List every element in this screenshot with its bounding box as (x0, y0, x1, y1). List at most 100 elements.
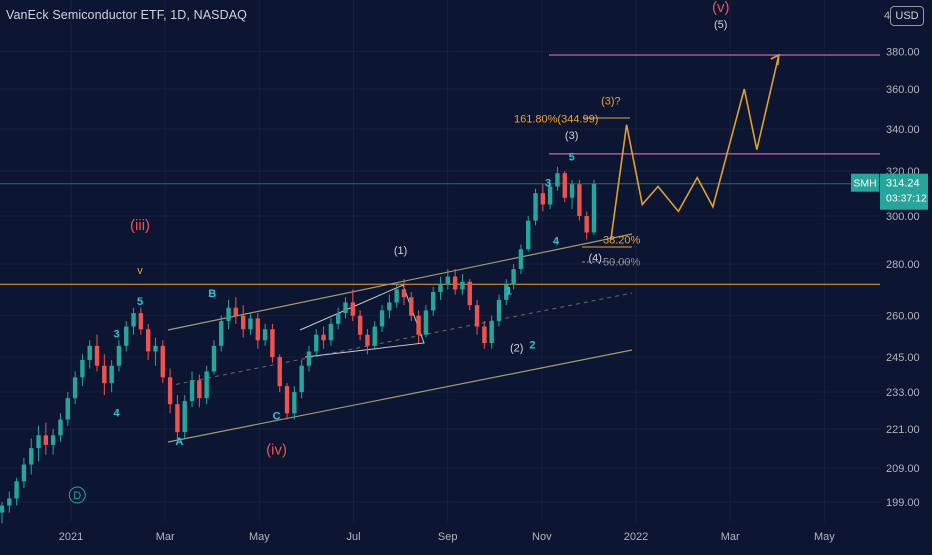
candle[interactable] (452, 269, 458, 295)
candle[interactable] (438, 276, 443, 300)
fib-label: 161.80%(344.99) (514, 114, 598, 126)
candle[interactable] (94, 334, 100, 372)
candle[interactable] (197, 374, 202, 408)
channel-lower-line[interactable] (167, 349, 633, 443)
candle[interactable] (431, 286, 436, 316)
candle[interactable] (569, 179, 575, 210)
candle[interactable] (189, 371, 195, 408)
wave-label: (5) (714, 19, 727, 31)
candle[interactable] (145, 323, 151, 360)
candle[interactable] (379, 305, 385, 332)
candle[interactable] (562, 171, 567, 203)
candle[interactable] (321, 326, 326, 349)
candle-body (50, 435, 56, 445)
candle[interactable] (489, 315, 494, 349)
channel-mid-line[interactable] (167, 292, 633, 387)
candle[interactable] (7, 491, 12, 513)
candle[interactable] (365, 329, 370, 355)
candle[interactable] (50, 428, 56, 455)
candle[interactable] (270, 323, 275, 363)
candle[interactable] (102, 354, 107, 396)
candle[interactable] (233, 297, 239, 324)
candle[interactable] (21, 457, 27, 489)
currency-button[interactable]: USD (890, 6, 924, 26)
candle[interactable] (445, 269, 451, 290)
candle[interactable] (131, 307, 136, 335)
candle[interactable] (372, 321, 377, 349)
candle[interactable] (240, 305, 246, 338)
candle[interactable] (416, 310, 421, 344)
candle[interactable] (0, 502, 5, 524)
candle[interactable] (204, 365, 209, 405)
candle[interactable] (401, 279, 407, 306)
candle[interactable] (335, 307, 341, 330)
candle[interactable] (292, 386, 297, 420)
candle[interactable] (314, 329, 319, 358)
candle[interactable] (423, 305, 429, 338)
candle[interactable] (284, 383, 290, 420)
x-tick-label: Mar (721, 531, 740, 543)
candle[interactable] (343, 297, 348, 319)
channel-upper-line[interactable] (167, 233, 633, 331)
candle[interactable] (511, 264, 516, 290)
candle[interactable] (306, 345, 312, 372)
candle-body (357, 315, 363, 335)
candle[interactable] (219, 315, 224, 352)
candle[interactable] (482, 321, 487, 349)
candle[interactable] (116, 340, 122, 372)
candle[interactable] (14, 477, 19, 506)
candle[interactable] (533, 188, 538, 226)
candle[interactable] (555, 166, 560, 191)
candle[interactable] (299, 359, 304, 399)
candle[interactable] (153, 337, 158, 366)
candle[interactable] (591, 179, 597, 235)
candle[interactable] (87, 340, 92, 369)
candle[interactable] (80, 354, 85, 387)
candle[interactable] (350, 289, 356, 322)
candle[interactable] (577, 179, 582, 221)
candle[interactable] (584, 211, 589, 240)
wave-label: (3)? (601, 96, 621, 108)
candle[interactable] (277, 354, 282, 393)
candle[interactable] (474, 299, 480, 335)
candle[interactable] (167, 368, 173, 414)
candle-body (189, 380, 195, 402)
candle[interactable] (182, 395, 187, 439)
candle-body (138, 313, 144, 330)
candle[interactable] (255, 313, 261, 349)
candle[interactable] (262, 323, 268, 346)
candle[interactable] (328, 318, 334, 346)
candle[interactable] (226, 299, 231, 330)
candle[interactable] (124, 321, 129, 352)
candle[interactable] (518, 244, 524, 275)
candle[interactable] (540, 184, 546, 212)
candle[interactable] (36, 425, 41, 462)
candle[interactable] (460, 274, 465, 295)
projection-path[interactable] (610, 54, 780, 240)
candle[interactable] (504, 279, 509, 306)
candle-body (160, 345, 165, 378)
candle[interactable] (409, 292, 414, 322)
candle[interactable] (357, 310, 363, 341)
candle[interactable] (72, 371, 78, 405)
candle[interactable] (160, 340, 165, 384)
candle[interactable] (526, 216, 531, 252)
candle[interactable] (394, 284, 399, 308)
candle[interactable] (387, 294, 392, 319)
candle[interactable] (29, 438, 34, 475)
candle[interactable] (43, 422, 49, 455)
candle[interactable] (496, 294, 502, 327)
candle[interactable] (109, 359, 114, 393)
candle[interactable] (211, 340, 217, 375)
candle-body (328, 323, 334, 341)
candle[interactable] (65, 392, 70, 426)
candle[interactable] (58, 413, 63, 442)
candle[interactable] (248, 313, 253, 335)
candle[interactable] (138, 307, 144, 335)
candle[interactable] (175, 395, 180, 442)
candle[interactable] (467, 279, 472, 311)
candle[interactable] (547, 182, 553, 210)
candle-body (29, 448, 34, 465)
